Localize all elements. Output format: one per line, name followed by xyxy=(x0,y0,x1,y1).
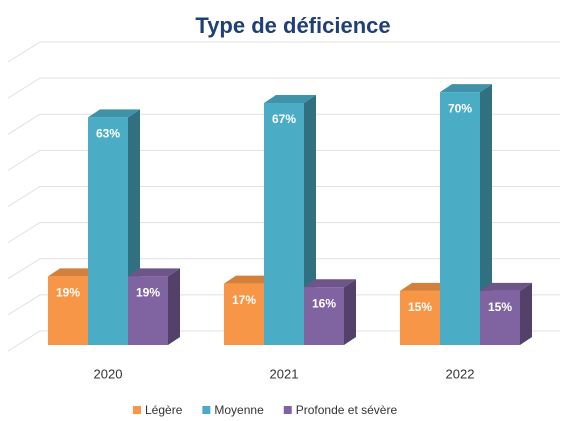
data-label: 70% xyxy=(448,101,472,115)
x-tick-label: 2022 xyxy=(446,366,475,381)
bar xyxy=(440,84,492,345)
legend-label: Légère xyxy=(145,403,183,417)
bar-front xyxy=(48,276,88,345)
data-label: 15% xyxy=(408,300,432,314)
grid-line xyxy=(7,222,560,244)
bar-side xyxy=(520,282,532,345)
data-label: 16% xyxy=(312,296,336,310)
bar-front xyxy=(88,117,128,345)
grid-line xyxy=(7,294,560,316)
bar-top xyxy=(264,94,316,103)
bar-top xyxy=(440,84,492,93)
bar-top xyxy=(128,268,180,277)
bar-front xyxy=(440,92,480,345)
bar-top xyxy=(224,275,276,284)
chart-title: Type de déficience xyxy=(195,13,390,38)
bar-front xyxy=(224,283,264,345)
legend-swatch xyxy=(133,406,141,414)
grid-line xyxy=(7,258,560,280)
bar-top xyxy=(48,268,100,277)
grid-line xyxy=(7,330,560,352)
legend-swatch xyxy=(283,406,292,414)
data-label: 67% xyxy=(272,112,296,126)
bar-front xyxy=(264,102,304,346)
data-label: 15% xyxy=(488,300,512,314)
data-label: 19% xyxy=(56,286,80,300)
bar-front xyxy=(304,287,344,345)
grid-line xyxy=(7,113,560,135)
bar-front xyxy=(480,290,520,345)
legend-swatch xyxy=(202,406,211,414)
grid-line xyxy=(7,149,560,171)
bar-side xyxy=(480,84,492,345)
bar xyxy=(304,279,356,345)
grid-line xyxy=(7,186,560,207)
grid-line xyxy=(7,41,560,63)
bar-top xyxy=(480,282,532,291)
grid-line xyxy=(7,77,560,99)
bar xyxy=(480,282,532,345)
bar-front xyxy=(400,290,440,345)
x-tick-label: 2021 xyxy=(270,366,299,381)
bar-side xyxy=(344,279,356,345)
data-label: 17% xyxy=(232,293,256,307)
bar xyxy=(128,268,180,345)
bar-front xyxy=(128,276,168,345)
bar-top xyxy=(400,282,452,291)
data-label: 19% xyxy=(136,286,160,300)
bar-side xyxy=(168,268,180,345)
bar-top xyxy=(304,279,356,288)
data-label: 63% xyxy=(96,127,120,141)
legend-label: Moyenne xyxy=(214,403,264,417)
x-tick-label: 2020 xyxy=(94,366,123,381)
legend-label: Profonde et sévère xyxy=(296,403,398,417)
bar-top xyxy=(88,109,140,118)
